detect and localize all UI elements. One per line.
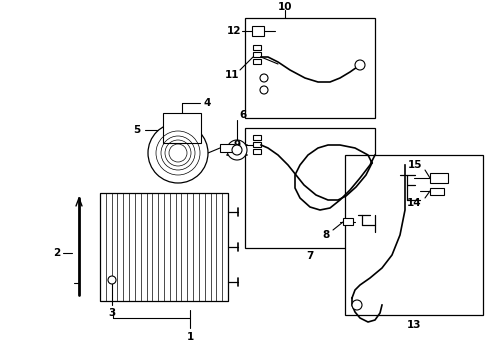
- Text: 12: 12: [226, 26, 241, 36]
- Bar: [252, 142, 261, 147]
- Text: 5: 5: [133, 125, 141, 135]
- Circle shape: [260, 86, 267, 94]
- Bar: [252, 149, 261, 154]
- Bar: [342, 218, 352, 225]
- Circle shape: [354, 60, 364, 70]
- Text: 14: 14: [406, 198, 421, 208]
- Circle shape: [108, 276, 116, 284]
- Bar: [429, 173, 447, 183]
- Text: 8: 8: [322, 230, 329, 240]
- Text: 15: 15: [407, 160, 421, 170]
- Bar: [345, 155, 482, 315]
- Text: 6: 6: [239, 110, 246, 120]
- Bar: [252, 45, 261, 50]
- Text: 13: 13: [406, 320, 420, 330]
- Circle shape: [226, 140, 246, 160]
- Bar: [252, 59, 261, 64]
- Circle shape: [260, 74, 267, 82]
- Bar: [251, 26, 264, 36]
- Circle shape: [148, 123, 207, 183]
- Bar: [220, 144, 234, 152]
- Text: 10: 10: [277, 2, 292, 12]
- Bar: [252, 52, 261, 57]
- Bar: [429, 188, 443, 195]
- Bar: [244, 128, 374, 248]
- Text: 1: 1: [186, 332, 193, 342]
- Circle shape: [351, 300, 361, 310]
- Circle shape: [231, 145, 242, 155]
- Bar: [252, 135, 261, 140]
- Text: 2: 2: [53, 248, 61, 258]
- Text: 11: 11: [224, 70, 239, 80]
- Text: 3: 3: [108, 308, 115, 318]
- Bar: [100, 193, 227, 301]
- Text: 4: 4: [203, 98, 210, 108]
- Bar: [244, 18, 374, 118]
- Text: 9: 9: [233, 140, 240, 150]
- Text: 7: 7: [305, 251, 313, 261]
- Bar: [163, 113, 201, 143]
